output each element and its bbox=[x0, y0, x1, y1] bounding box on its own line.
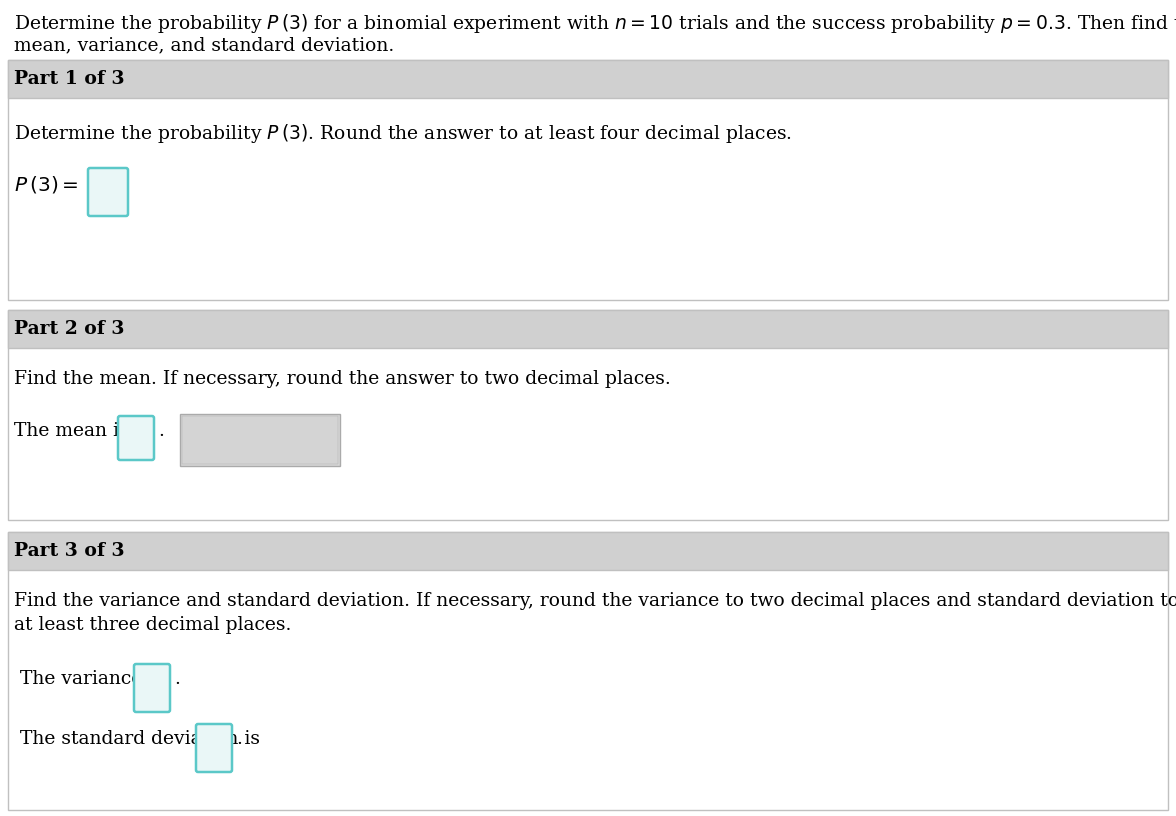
Bar bbox=[8, 60, 1168, 98]
FancyBboxPatch shape bbox=[88, 168, 128, 216]
Bar bbox=[8, 60, 1168, 300]
Text: Find the mean. If necessary, round the answer to two decimal places.: Find the mean. If necessary, round the a… bbox=[14, 370, 670, 388]
Text: ↺: ↺ bbox=[275, 427, 299, 454]
FancyBboxPatch shape bbox=[118, 416, 154, 460]
Text: The mean is: The mean is bbox=[14, 422, 128, 440]
Text: $P\,(3) =$: $P\,(3) =$ bbox=[14, 174, 79, 195]
Text: at least three decimal places.: at least three decimal places. bbox=[14, 616, 292, 634]
Text: .: . bbox=[236, 730, 242, 748]
Text: The standard deviation is: The standard deviation is bbox=[20, 730, 260, 748]
FancyBboxPatch shape bbox=[196, 724, 232, 772]
Text: .: . bbox=[174, 670, 180, 688]
Text: ×: × bbox=[222, 428, 243, 451]
Text: The variance is: The variance is bbox=[20, 670, 163, 688]
Text: Find the variance and standard deviation. If necessary, round the variance to tw: Find the variance and standard deviation… bbox=[14, 592, 1176, 610]
Text: Determine the probability $P\,(3)$. Round the answer to at least four decimal pl: Determine the probability $P\,(3)$. Roun… bbox=[14, 122, 791, 145]
Bar bbox=[180, 414, 340, 466]
Bar bbox=[8, 532, 1168, 570]
Text: Part 2 of 3: Part 2 of 3 bbox=[14, 320, 125, 338]
Bar bbox=[8, 310, 1168, 348]
Bar bbox=[8, 310, 1168, 520]
Text: Determine the probability $P\,(3)$ for a binomial experiment with $n = 10$ trial: Determine the probability $P\,(3)$ for a… bbox=[14, 12, 1176, 35]
Text: Part 1 of 3: Part 1 of 3 bbox=[14, 70, 125, 88]
Text: Part 3 of 3: Part 3 of 3 bbox=[14, 542, 125, 560]
Bar bbox=[8, 532, 1168, 810]
Text: mean, variance, and standard deviation.: mean, variance, and standard deviation. bbox=[14, 36, 394, 54]
FancyBboxPatch shape bbox=[182, 416, 338, 464]
FancyBboxPatch shape bbox=[134, 664, 171, 712]
Text: .: . bbox=[158, 422, 163, 440]
